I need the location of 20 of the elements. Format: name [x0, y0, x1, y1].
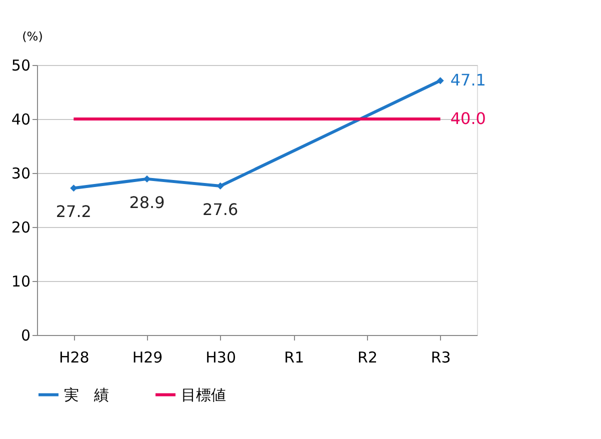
y-tick-label: 40 [11, 110, 30, 128]
x-tick-label: R1 [284, 348, 304, 366]
x-tick-label: H28 [58, 348, 90, 366]
legend-label: 実 績 [64, 386, 109, 404]
y-axis-title: (%) [22, 30, 43, 44]
y-tick-label: 30 [11, 164, 30, 182]
data-label: 27.2 [56, 202, 92, 222]
x-tick-label: H30 [206, 348, 236, 366]
data-label: 47.1 [450, 70, 486, 90]
x-tick-label: R3 [430, 348, 451, 366]
data-label: 27.6 [202, 200, 238, 219]
data-label: 28.9 [129, 192, 165, 212]
y-tick-label: 50 [11, 56, 30, 74]
legend-label: 目標値 [181, 386, 226, 404]
data-label: 40.0 [450, 109, 486, 128]
x-tick-label: H29 [132, 348, 163, 366]
y-tick-label: 20 [11, 218, 30, 236]
y-tick-label: 0 [20, 326, 30, 344]
y-tick-label: 10 [11, 272, 30, 290]
x-tick-label: R2 [358, 348, 378, 366]
